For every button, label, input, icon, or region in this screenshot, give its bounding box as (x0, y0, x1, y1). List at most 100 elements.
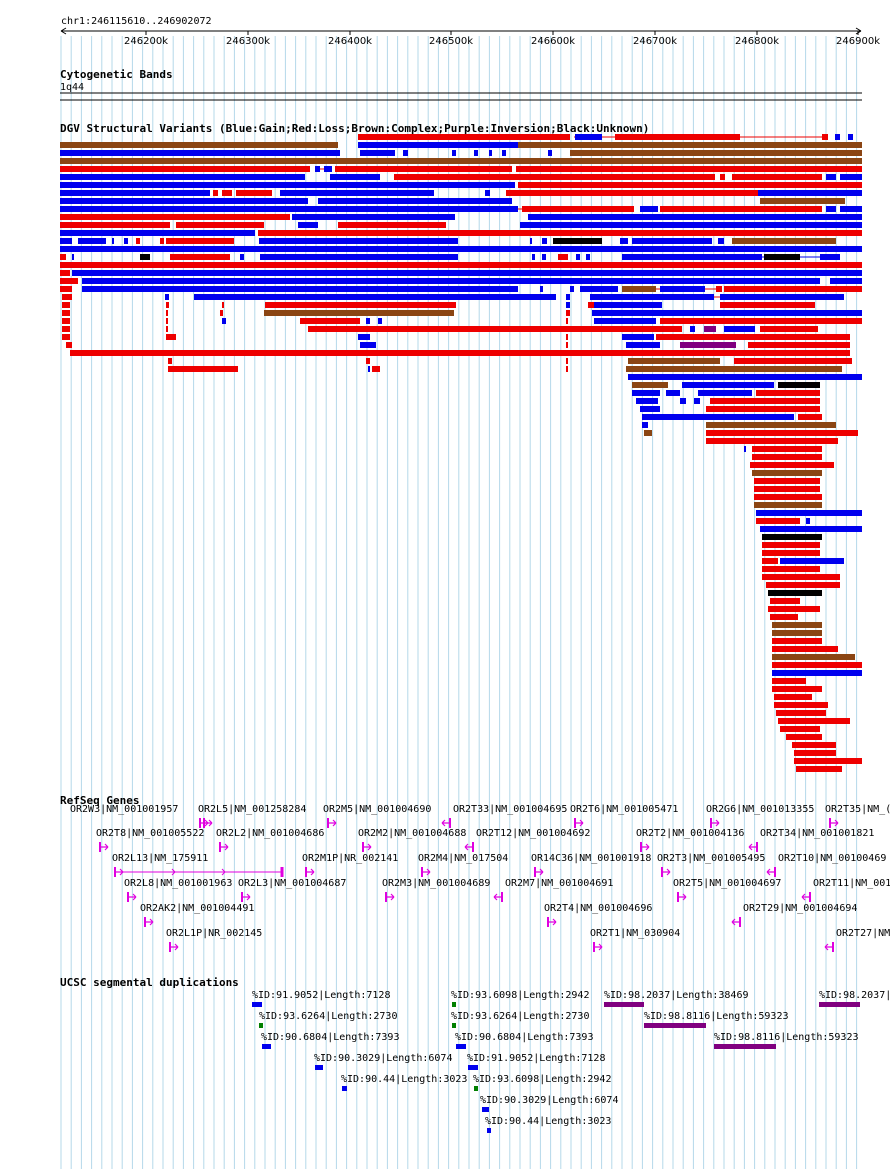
dgv-loss-variant[interactable] (656, 334, 850, 340)
dgv-gain-variant[interactable] (806, 518, 810, 524)
dgv-loss-variant[interactable] (786, 734, 822, 740)
dgv-loss-variant[interactable] (706, 430, 858, 436)
dgv-gain-variant[interactable] (403, 150, 408, 156)
dgv-gain-variant[interactable] (165, 294, 169, 300)
segdup-label[interactable]: %ID:98.2037| (819, 990, 890, 1001)
dgv-gain-variant[interactable] (540, 286, 543, 292)
dgv-loss-variant[interactable] (222, 302, 224, 308)
segdup-feature[interactable] (487, 1128, 491, 1133)
dgv-complex-variant[interactable] (772, 654, 855, 660)
dgv-loss-variant[interactable] (724, 286, 862, 292)
dgv-loss-variant[interactable] (220, 310, 223, 316)
dgv-loss-variant[interactable] (794, 758, 862, 764)
dgv-unknown-variant[interactable] (778, 382, 820, 388)
gene-glyph[interactable] (547, 917, 557, 927)
gene-label[interactable]: OR2M2|NM_001004688 (358, 828, 466, 839)
dgv-gain-variant[interactable] (758, 190, 862, 196)
dgv-loss-variant[interactable] (752, 446, 822, 452)
dgv-gain-variant[interactable] (489, 150, 492, 156)
dgv-loss-variant[interactable] (754, 494, 822, 500)
dgv-gain-variant[interactable] (330, 174, 380, 180)
gene-glyph[interactable] (385, 892, 395, 902)
gene-label[interactable]: OR2L13|NM_175911 (112, 853, 208, 864)
dgv-loss-variant[interactable] (62, 302, 70, 308)
dgv-gain-variant[interactable] (60, 174, 305, 180)
dgv-loss-variant[interactable] (60, 262, 862, 268)
dgv-loss-variant[interactable] (706, 406, 820, 412)
dgv-loss-variant[interactable] (748, 342, 850, 348)
segdup-label[interactable]: %ID:98.8116|Length:59323 (644, 1011, 789, 1022)
gene-label[interactable]: OR2M4|NM_017504 (418, 853, 508, 864)
dgv-loss-variant[interactable] (168, 366, 238, 372)
segdup-feature[interactable] (252, 1002, 262, 1007)
dgv-gain-variant[interactable] (698, 390, 752, 396)
segdup-feature[interactable] (456, 1044, 466, 1049)
dgv-loss-variant[interactable] (768, 606, 820, 612)
dgv-gain-variant[interactable] (378, 318, 382, 324)
gene-label[interactable]: OR2M5|NM_001004690 (323, 804, 431, 815)
dgv-unknown-variant[interactable] (553, 238, 602, 244)
dgv-loss-variant[interactable] (720, 302, 815, 308)
gene-glyph[interactable] (731, 917, 741, 927)
dgv-gain-variant[interactable] (222, 318, 226, 324)
gene-label[interactable]: OR2M3|NM_001004689 (382, 878, 490, 889)
dgv-gain-variant[interactable] (840, 206, 862, 212)
dgv-gain-variant[interactable] (642, 422, 648, 428)
dgv-gain-variant[interactable] (566, 302, 570, 308)
dgv-gain-variant[interactable] (586, 254, 590, 260)
dgv-gain-variant[interactable] (826, 206, 836, 212)
dgv-loss-variant[interactable] (706, 438, 838, 444)
dgv-gain-variant[interactable] (260, 254, 458, 260)
dgv-gain-variant[interactable] (72, 254, 74, 260)
dgv-loss-variant[interactable] (338, 222, 446, 228)
segdup-label[interactable]: %ID:90.6804|Length:7393 (261, 1032, 399, 1043)
dgv-gain-variant[interactable] (60, 238, 72, 244)
dgv-gain-variant[interactable] (315, 166, 320, 172)
gene-label[interactable]: OR2T11|NM_001 (813, 878, 890, 889)
dgv-gain-variant[interactable] (452, 150, 456, 156)
gene-glyph[interactable] (710, 818, 720, 828)
dgv-gain-variant[interactable] (660, 286, 705, 292)
dgv-loss-variant[interactable] (166, 310, 168, 316)
gene-glyph[interactable] (801, 892, 811, 902)
gene-glyph[interactable] (99, 842, 109, 852)
dgv-loss-variant[interactable] (60, 286, 72, 292)
gene-glyph[interactable] (661, 867, 671, 877)
dgv-loss-variant[interactable] (166, 334, 176, 340)
dgv-gain-variant[interactable] (820, 254, 840, 260)
gene-glyph[interactable] (593, 942, 603, 952)
dgv-loss-variant[interactable] (774, 694, 812, 700)
dgv-complex-variant[interactable] (644, 430, 652, 436)
dgv-loss-variant[interactable] (222, 190, 232, 196)
dgv-complex-variant[interactable] (570, 150, 862, 156)
dgv-loss-variant[interactable] (168, 358, 172, 364)
segdup-label[interactable]: %ID:93.6098|Length:2942 (451, 990, 589, 1001)
dgv-loss-variant[interactable] (770, 614, 798, 620)
gene-glyph[interactable] (305, 867, 315, 877)
dgv-loss-variant[interactable] (770, 598, 800, 604)
dgv-gain-variant[interactable] (632, 390, 660, 396)
segdup-feature[interactable] (315, 1065, 323, 1070)
dgv-gain-variant[interactable] (280, 190, 434, 196)
gene-label[interactable]: OR2L8|NM_001001963 (124, 878, 232, 889)
segdup-label[interactable]: %ID:90.44|Length:3023 (485, 1116, 611, 1127)
dgv-loss-variant[interactable] (762, 566, 820, 572)
dgv-gain-variant[interactable] (580, 286, 618, 292)
dgv-loss-variant[interactable] (752, 454, 822, 460)
dgv-loss-variant[interactable] (66, 342, 72, 348)
gene-label[interactable]: OR2T12|NM_001004692 (476, 828, 590, 839)
dgv-loss-variant[interactable] (772, 686, 822, 692)
dgv-gain-variant[interactable] (575, 134, 602, 140)
dgv-gain-variant[interactable] (780, 558, 844, 564)
dgv-gain-variant[interactable] (772, 670, 862, 676)
gene-glyph[interactable] (241, 892, 251, 902)
dgv-loss-variant[interactable] (166, 302, 169, 308)
dgv-loss-variant[interactable] (794, 750, 836, 756)
gene-glyph[interactable] (464, 842, 474, 852)
dgv-loss-variant[interactable] (60, 166, 310, 172)
dgv-loss-variant[interactable] (754, 486, 820, 492)
dgv-loss-variant[interactable] (766, 582, 840, 588)
dgv-loss-variant[interactable] (518, 182, 862, 188)
segdup-label[interactable]: %ID:98.2037|Length:38469 (604, 990, 749, 1001)
